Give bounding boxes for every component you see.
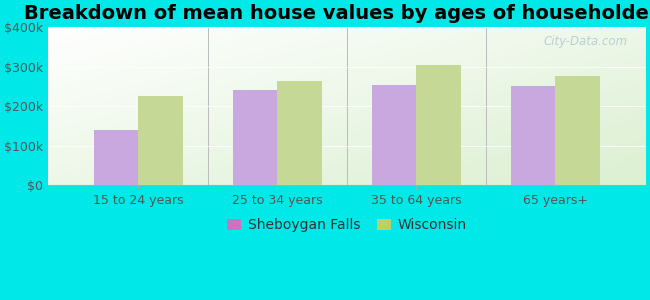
Bar — [556, 76, 600, 185]
Legend: Sheboygan Falls, Wisconsin: Sheboygan Falls, Wisconsin — [222, 213, 473, 238]
Bar — [233, 91, 278, 185]
Bar — [138, 96, 183, 185]
Bar — [94, 130, 138, 185]
Bar — [278, 81, 322, 185]
Text: City-Data.com: City-Data.com — [544, 35, 628, 48]
Title: Breakdown of mean house values by ages of householders: Breakdown of mean house values by ages o… — [24, 4, 650, 23]
Bar — [372, 85, 417, 185]
Bar — [417, 65, 461, 185]
Bar — [511, 86, 556, 185]
